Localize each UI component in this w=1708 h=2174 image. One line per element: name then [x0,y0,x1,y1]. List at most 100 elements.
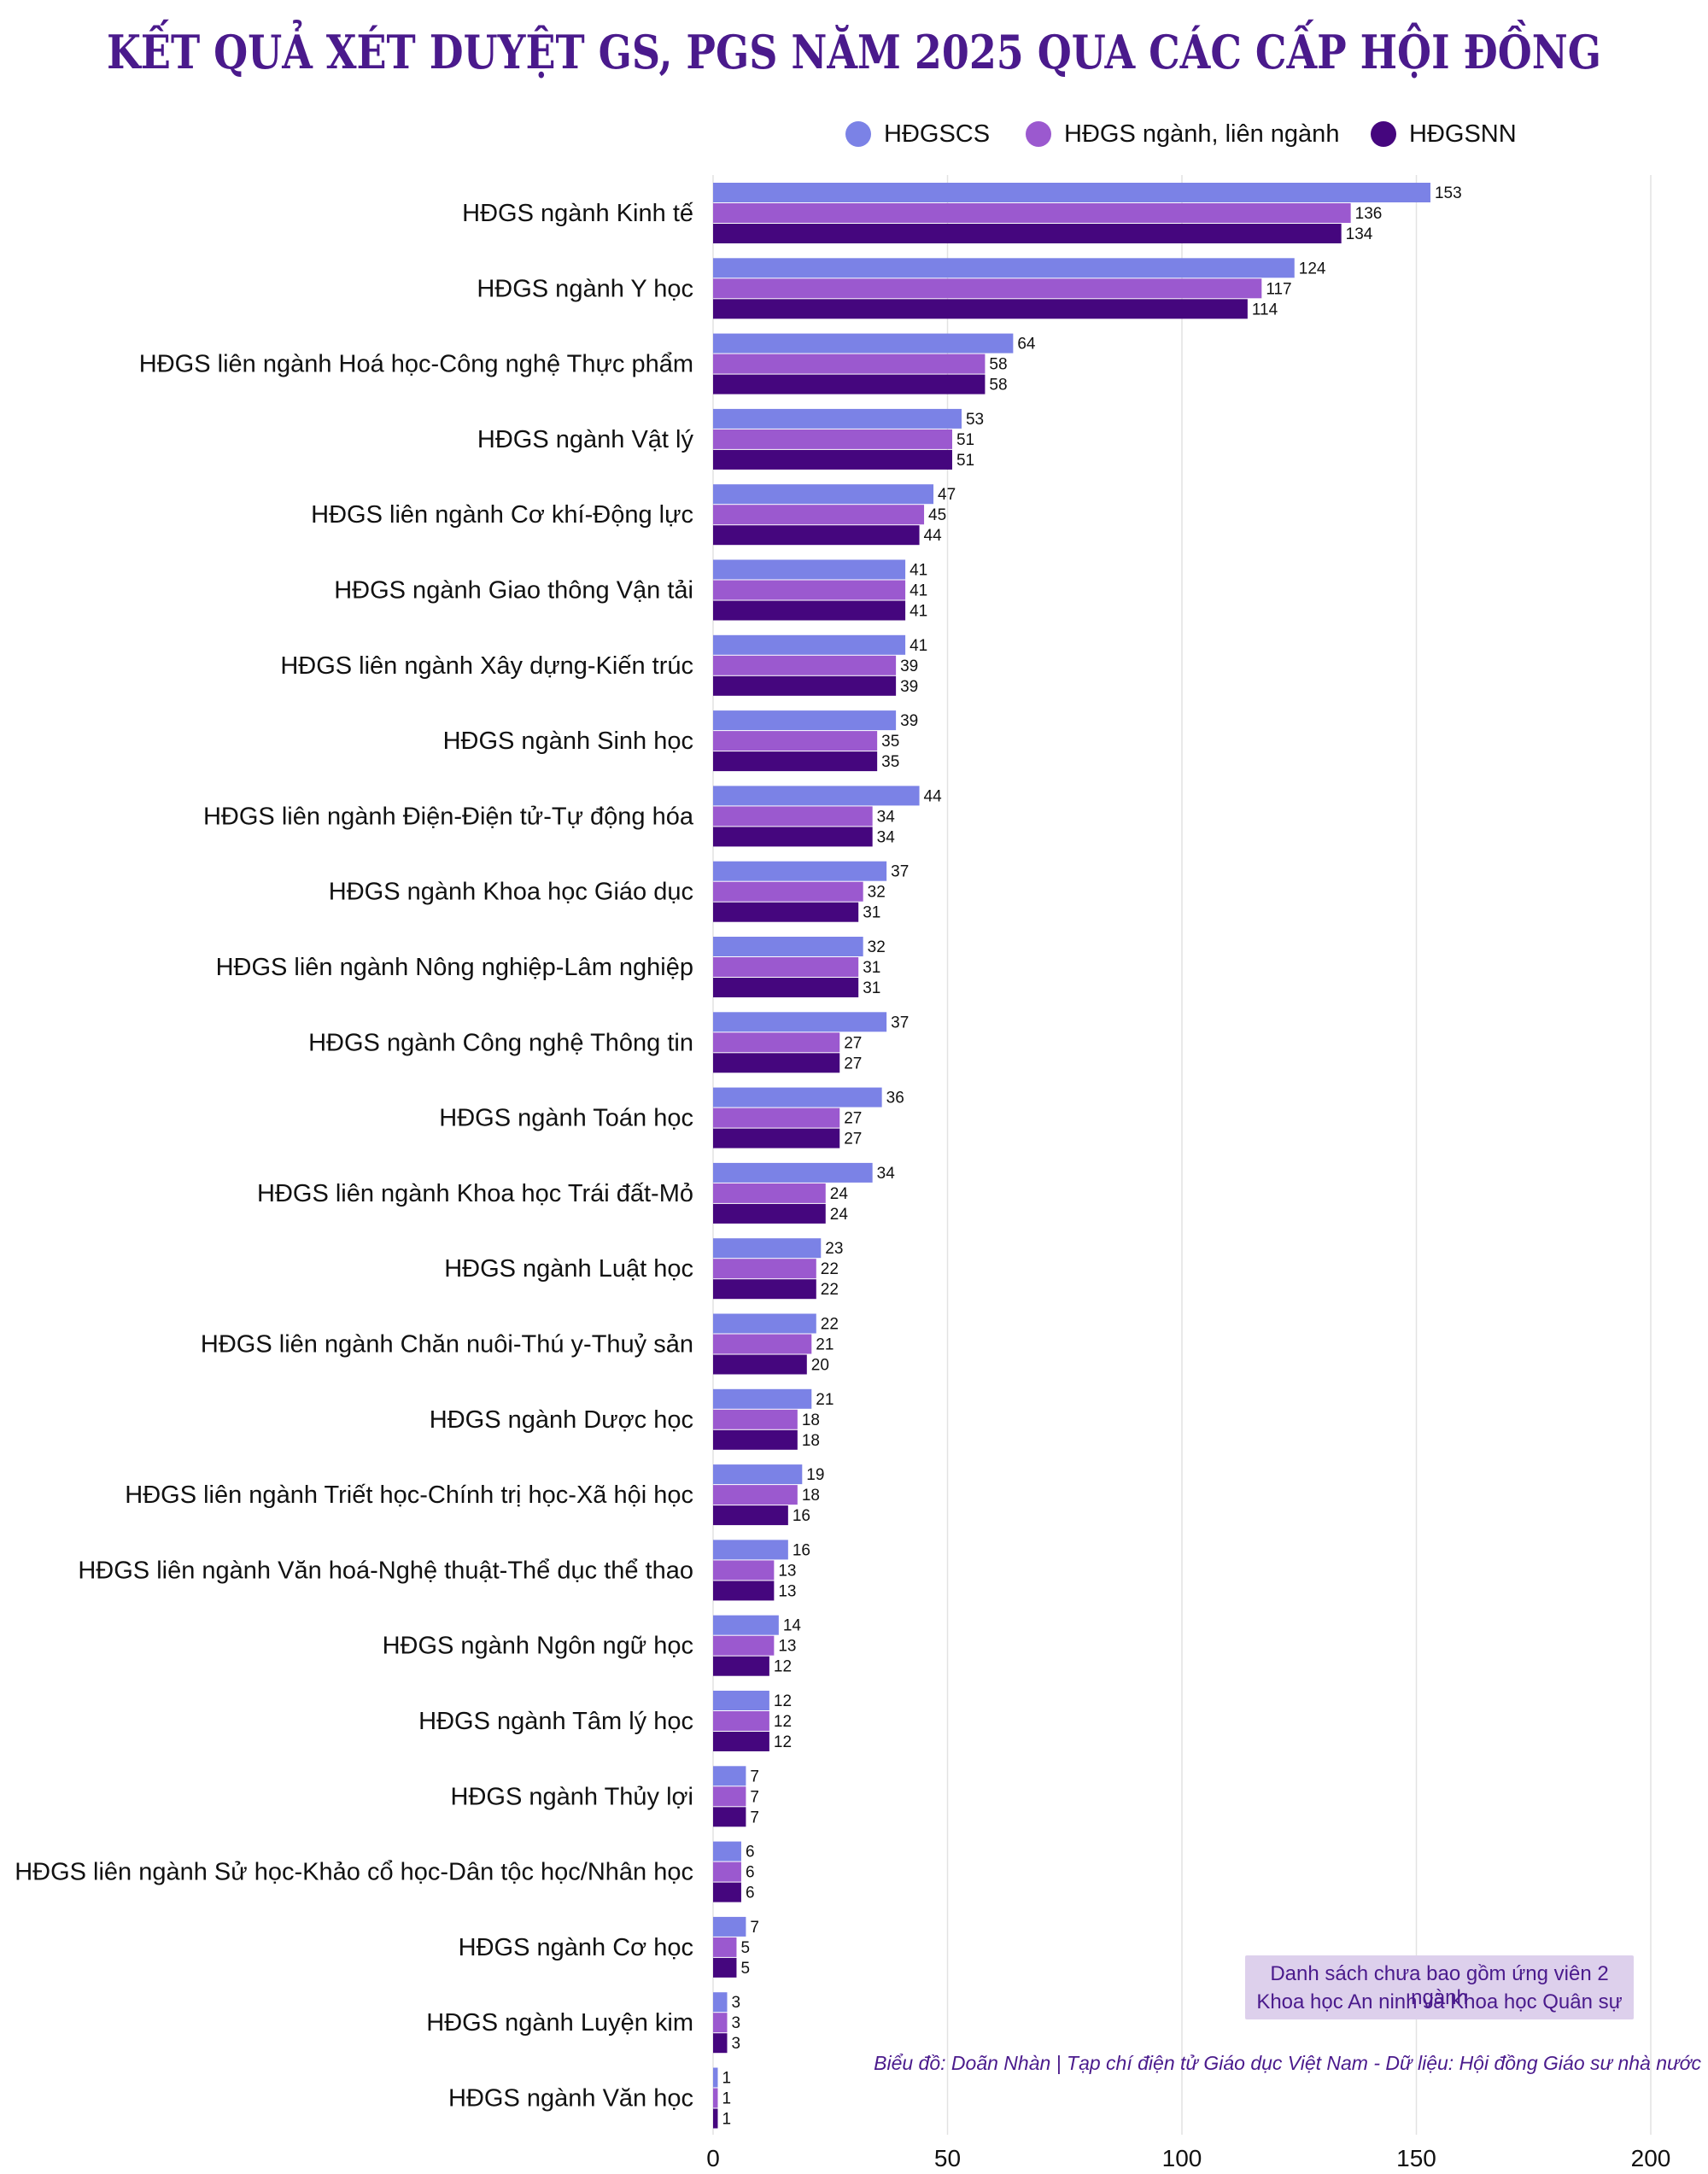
bar [713,1916,746,1937]
bars [713,183,1430,2129]
bar-value-label: 7 [750,1809,759,1826]
bar-value-label: 37 [891,1014,909,1031]
bar [713,1882,741,1902]
bar-value-label: 18 [802,1411,820,1429]
bar [713,861,887,881]
bar-value-label: 51 [956,452,974,470]
bar [713,449,952,470]
legend-marker [845,121,871,147]
category-label: HĐGS liên ngành Khoa học Trái đất-Mỏ [257,1180,693,1207]
bar [713,1409,798,1429]
bar [713,1656,769,1676]
bar [713,299,1248,319]
bar-value-label: 37 [891,863,909,881]
bar [713,1485,798,1505]
bar [713,1540,788,1560]
bar-value-label: 114 [1252,301,1278,319]
bar [713,1861,741,1882]
category-label: HĐGS ngành Thủy lợi [451,1783,693,1810]
category-label: HĐGS liên ngành Điện-Điện tử-Tự động hóa [203,803,694,830]
bar [713,484,934,505]
bar [713,1581,775,1601]
bar-value-label: 58 [989,377,1007,394]
category-label: HĐGS liên ngành Hoá học-Công nghệ Thực p… [139,351,693,378]
bar-value-label: 1 [722,2090,731,2108]
bar [713,751,878,772]
bar [713,559,906,580]
category-label: HĐGS liên ngành Chăn nuôi-Thú y-Thuỷ sản [201,1331,693,1359]
bar [713,1162,873,1183]
bar [713,1238,822,1259]
bar [713,525,920,546]
bar-value-label: 6 [746,1885,755,1902]
bar-value-label: 5 [740,1960,750,1978]
bar [713,1505,788,1526]
bar-value-label: 51 [956,431,974,449]
legend-label: HĐGSNN [1409,120,1517,148]
bar [713,1012,887,1032]
bar-value-label: 12 [774,1733,792,1751]
bar-value-label: 47 [938,486,956,504]
bar-value-label: 18 [802,1432,820,1450]
bar [713,333,1014,354]
bar-value-label: 6 [746,1844,755,1861]
bar-value-label: 39 [900,657,918,675]
bar-value-label: 34 [877,828,896,846]
bar-value-label: 7 [750,1788,759,1806]
bar-value-label: 41 [910,603,927,621]
bar [713,429,952,449]
bar-value-label: 27 [844,1055,862,1072]
bar-value-label: 24 [830,1185,849,1203]
category-label: HĐGS ngành Kinh tế [462,200,693,227]
bar-value-label: 117 [1266,280,1291,298]
bar [713,1841,741,1861]
bar [713,1128,840,1148]
bar-value-label: 12 [774,1692,792,1710]
bar [713,1388,812,1409]
bar [713,957,859,977]
bar [713,2108,718,2129]
bar [713,1354,807,1375]
note-line-2: Khoa học An ninh và Khoa học Quân sự [1256,1990,1623,2013]
bar-value-label: 31 [863,979,880,997]
bar [713,1183,826,1203]
bar [713,2088,718,2108]
category-label: HĐGS ngành Luật học [444,1255,693,1283]
x-tick-label: 0 [706,2145,720,2171]
category-label: HĐGS liên ngành Triết học-Chính trị học-… [125,1481,693,1509]
bar [713,580,906,600]
bar-value-label: 34 [877,808,896,826]
bar [713,2013,728,2033]
bar-value-label: 34 [877,1165,896,1183]
bar-value-label: 53 [966,411,984,429]
bar-value-label: 21 [816,1391,834,1409]
bar [713,1032,840,1053]
x-tick-label: 100 [1162,2145,1202,2171]
bar [713,902,859,922]
bar-value-label: 32 [868,938,886,956]
category-label: HĐGS liên ngành Nông nghiệp-Lâm nghiệp [216,954,693,981]
bar-value-label: 13 [778,1562,796,1580]
bar [713,1691,769,1710]
bar [713,1087,882,1107]
bar [713,1732,769,1751]
bar [713,710,897,731]
bar-value-label: 27 [844,1110,862,1128]
bar-value-label: 7 [750,1768,759,1785]
bar-value-label: 12 [774,1658,792,1676]
bar [713,1615,779,1635]
bar-value-label: 24 [830,1206,849,1224]
bar-value-label: 1 [722,2111,731,2129]
bar [713,2067,718,2088]
bar [713,731,878,751]
bar-value-label: 12 [774,1713,792,1731]
bar [713,1334,812,1354]
category-label: HĐGS ngành Giao thông Vận tải [334,577,693,605]
bar-value-label: 27 [844,1034,862,1052]
bar-value-label: 23 [825,1240,843,1258]
bar [713,1313,816,1334]
category-label: HĐGS ngành Công nghệ Thông tin [308,1029,693,1056]
category-label: HĐGS liên ngành Xây dựng-Kiến trúc [280,652,693,680]
bar [713,374,986,394]
bar [713,354,986,374]
